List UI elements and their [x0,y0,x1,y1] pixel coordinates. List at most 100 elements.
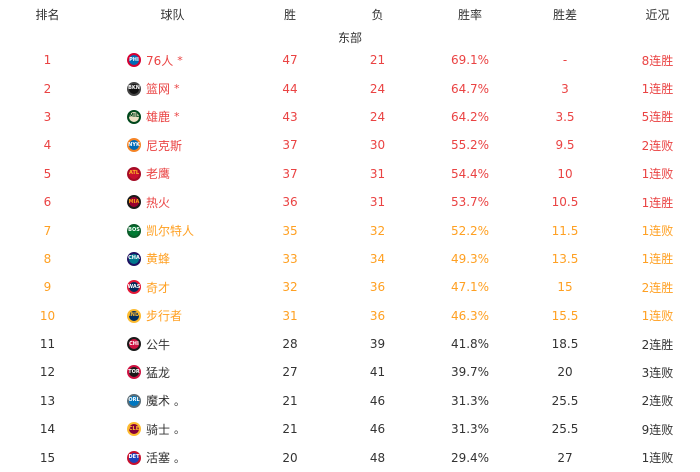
losses-value: 39 [369,337,386,352]
team-name[interactable]: 黄蜂 [146,252,171,267]
games-behind-value: 3 [561,81,569,96]
streak-value: 2连胜 [641,280,674,295]
games-behind-value: 25.5 [551,422,579,437]
team-name[interactable]: 老鹰 [146,167,171,182]
table-row: 6 MIA 热火 36 31 53.7% 10.5 1连胜 [0,188,700,216]
team-name[interactable]: 骑士 [146,422,171,437]
rank-value: 1 [43,53,52,68]
team-name[interactable]: 魔术 [146,394,171,409]
rank-value: 11 [39,337,56,352]
losses-value: 24 [369,109,386,124]
bulls-logo: CHI [127,337,141,352]
raptors-logo: TOR [127,365,141,380]
losses-value: 31 [369,166,386,181]
rank-value: 4 [43,138,52,153]
streak-value: 5连胜 [641,110,674,125]
team-status-marker: 。 [174,423,186,437]
team-cell-ind: IND 步行者 [95,307,250,324]
losses-value: 24 [369,81,386,96]
win-pct-value: 29.4% [450,450,490,465]
win-pct-value: 54.4% [450,166,490,181]
team-name[interactable]: 热火 [146,195,171,210]
team-name[interactable]: 活塞 [146,451,171,466]
team-cell-bkn: BKN 篮网 * [95,80,250,97]
rank-value: 5 [43,166,52,181]
win-pct-value: 49.3% [450,251,490,266]
magic-logo: ORL [127,393,141,408]
losses-value: 32 [369,223,386,238]
win-pct-value: 39.7% [450,365,490,380]
rank-value: 13 [39,393,56,408]
team-status-marker: * [174,110,180,124]
team-name[interactable]: 76人 [146,53,174,68]
team-status-marker: * [177,53,183,67]
team-cell-nyk: NYK 尼克斯 [95,137,250,154]
streak-value: 1连败 [641,309,674,324]
table-row: 14 CLE 骑士 。 21 46 31.3% 25.5 9连败 [0,415,700,443]
team-status-marker: 。 [174,394,186,408]
losses-value: 46 [369,393,386,408]
team-cell-det: DET 活塞 。 [95,449,250,466]
games-behind-value: 27 [557,450,573,465]
team-name[interactable]: 猛龙 [146,365,171,380]
wins-value: 43 [282,109,298,124]
celtics-logo: BOS [127,223,141,238]
nets-logo: BKN [127,81,141,96]
team-cell-atl: ATL 老鹰 [95,165,250,182]
games-behind-value: - [562,53,568,68]
team-name[interactable]: 雄鹿 [146,110,171,125]
wins-value: 33 [282,251,298,266]
losses-value: 21 [369,53,386,68]
team-name[interactable]: 篮网 [146,82,171,97]
team-cell-tor: TOR 猛龙 [95,364,250,381]
wins-value: 20 [282,450,298,465]
streak-value: 2连胜 [641,337,674,352]
table-row: 8 CHA 黄蜂 33 34 49.3% 13.5 1连胜 [0,245,700,273]
games-behind-value: 25.5 [551,393,579,408]
losses-value: 48 [369,450,386,465]
team-name[interactable]: 奇才 [146,280,171,295]
table-row: 9 WAS 奇才 32 36 47.1% 15 2连胜 [0,273,700,301]
win-pct-value: 64.7% [450,81,490,96]
wins-value: 32 [282,280,298,295]
wins-value: 37 [282,166,298,181]
pistons-logo: DET [127,450,141,465]
wins-value: 31 [282,308,298,323]
streak-value: 2连败 [641,138,674,153]
win-pct-value: 31.3% [450,422,490,437]
win-pct-value: 31.3% [450,393,490,408]
column-header-streak: 近况 [645,7,670,22]
pacers-logo: IND [127,308,141,323]
table-row: 2 BKN 篮网 * 44 24 64.7% 3 1连胜 [0,74,700,102]
rank-value: 3 [43,109,52,124]
table-row: 1 PHI 76人 * 47 21 69.1% - 8连胜 [0,46,700,74]
rank-value: 12 [39,365,56,380]
table-row: 10 IND 步行者 31 36 46.3% 15.5 1连败 [0,302,700,330]
team-status-marker: * [174,82,180,96]
win-pct-value: 64.2% [450,109,490,124]
win-pct-value: 69.1% [450,53,490,68]
losses-value: 36 [369,308,386,323]
team-name[interactable]: 公牛 [146,337,171,352]
standings-rows: 1 PHI 76人 * 47 21 69.1% - 8连胜 2 BKN 篮网 *… [0,46,700,472]
wins-value: 36 [282,195,298,210]
table-row: 13 ORL 魔术 。 21 46 31.3% 25.5 2连败 [0,387,700,415]
team-cell-cha: CHA 黄蜂 [95,250,250,267]
team-name[interactable]: 凯尔特人 [146,224,195,239]
table-row: 11 CHI 公牛 28 39 41.8% 18.5 2连胜 [0,330,700,358]
games-behind-value: 18.5 [551,337,579,352]
games-behind-value: 10 [557,166,573,181]
team-name[interactable]: 尼克斯 [146,138,183,153]
table-row: 15 DET 活塞 。 20 48 29.4% 27 1连败 [0,443,700,471]
team-cell-chi: CHI 公牛 [95,336,250,353]
win-pct-value: 53.7% [450,195,490,210]
table-row: 7 BOS 凯尔特人 35 32 52.2% 11.5 1连败 [0,216,700,244]
team-name[interactable]: 步行者 [146,309,183,324]
team-cell-cle: CLE 骑士 。 [95,421,250,438]
streak-value: 1连败 [641,167,674,182]
rank-value: 14 [39,422,56,437]
team-cell-was: WAS 奇才 [95,279,250,296]
win-pct-value: 46.3% [450,308,490,323]
hawks-logo: ATL [127,166,141,181]
table-row: 5 ATL 老鹰 37 31 54.4% 10 1连败 [0,160,700,188]
